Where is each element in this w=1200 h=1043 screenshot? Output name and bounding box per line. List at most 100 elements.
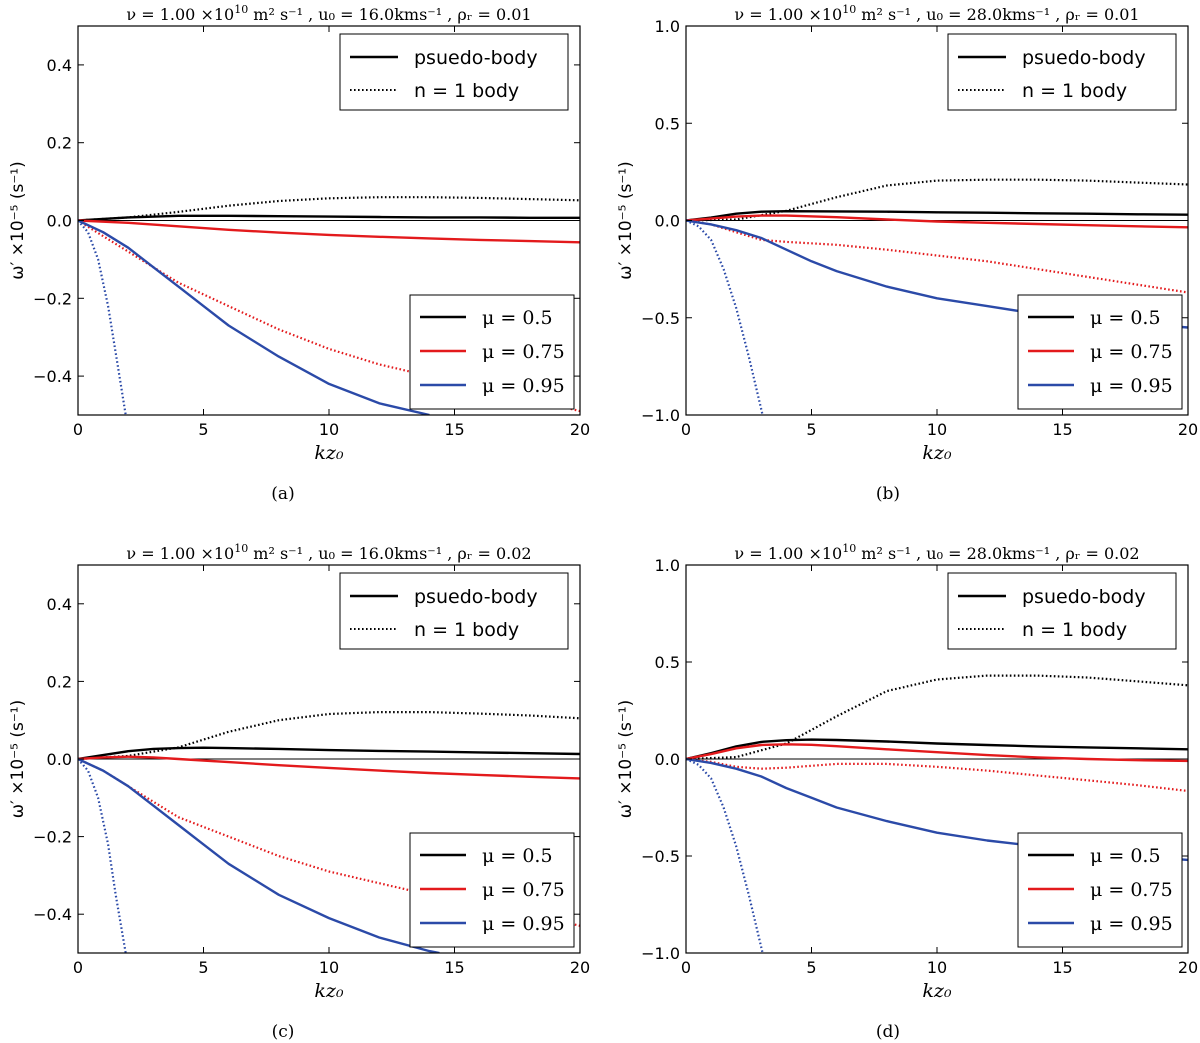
style-legend-box	[339, 33, 569, 111]
mu-legend-label: μ = 0.95	[482, 913, 565, 935]
x-tick-label: 5	[198, 420, 208, 439]
style-legend-label: n = 1 body	[1022, 80, 1127, 102]
series-line-1	[686, 178, 1188, 222]
y-axis-label: ω′ ×10⁻⁵ (s⁻¹)	[8, 161, 28, 279]
panel-label-a: (a)	[271, 484, 295, 504]
series-line-2	[686, 743, 1188, 763]
y-axis-label: ω′ ×10⁻⁵ (s⁻¹)	[616, 700, 636, 818]
y-tick-label: 0.4	[47, 56, 72, 75]
x-tick-label: 10	[927, 958, 947, 977]
x-tick-label: 0	[681, 420, 691, 439]
y-tick-label: 0.0	[655, 750, 680, 769]
y-tick-label: 0.2	[47, 134, 72, 153]
x-tick-label: 10	[319, 420, 339, 439]
style-legend-box	[947, 33, 1177, 111]
series-line-1	[78, 196, 580, 222]
series-line-0	[686, 738, 1188, 761]
mu-legend-label: μ = 0.75	[1090, 879, 1173, 901]
x-tick-label: 20	[570, 958, 590, 977]
series-group	[78, 711, 580, 953]
style-legend-label: psuedo-body	[414, 586, 538, 608]
x-axis-label: kz₀	[922, 980, 952, 1002]
style-legend-label: psuedo-body	[1022, 586, 1146, 608]
panel-label-b: (b)	[875, 484, 901, 504]
style-legend-label: n = 1 body	[414, 80, 519, 102]
chart-title: ν = 1.00 ×1010 m² s⁻¹ , u₀ = 28.0kms⁻¹ ,…	[734, 3, 1139, 24]
x-tick-label: 10	[319, 958, 339, 977]
x-tick-label: 15	[1052, 420, 1072, 439]
mu-legend-label: μ = 0.5	[1090, 845, 1161, 867]
style-legend-label: n = 1 body	[414, 619, 519, 641]
series-line-1	[686, 674, 1188, 761]
x-axis-label: kz₀	[922, 442, 952, 464]
y-tick-label: 0.2	[47, 672, 72, 691]
mu-legend-label: μ = 0.75	[1090, 341, 1173, 363]
series-line-2	[686, 214, 1188, 229]
series-line-3	[686, 757, 1188, 793]
chart-panel-2: 0 5 10 15 20 −0.4 −0.2 0.0 0.2 0.4 kz₀ ω′ ×10⁻⁵ (s⁻…	[8, 542, 590, 1002]
y-axis-label: ω′ ×10⁻⁵ (s⁻¹)	[616, 161, 636, 279]
x-tick-label: 20	[1178, 958, 1198, 977]
series-line-0	[78, 214, 580, 222]
chart-title: ν = 1.00 ×1010 m² s⁻¹ , u₀ = 16.0kms⁻¹ ,…	[126, 542, 531, 563]
x-tick-label: 10	[927, 420, 947, 439]
series-line-4	[78, 757, 440, 953]
mu-legend-label: μ = 0.75	[482, 341, 565, 363]
y-tick-label: 0.0	[47, 212, 72, 231]
y-tick-label: 0.4	[47, 595, 72, 614]
style-legend-box	[339, 572, 569, 650]
series-line-5	[686, 758, 764, 953]
y-tick-label: −0.4	[33, 905, 72, 924]
series-line-3	[78, 219, 580, 413]
y-tick-label: −0.5	[641, 847, 680, 866]
x-axis-label: kz₀	[314, 980, 344, 1002]
series-line-0	[686, 210, 1188, 222]
mu-legend-label: μ = 0.95	[1090, 913, 1173, 935]
chart-panel-1: 0 5 10 15 20 −1.0 −0.5 0.0 0.5 1.0 kz₀ ω′ ×10⁻⁵ (s⁻…	[616, 3, 1198, 464]
y-tick-label: −0.2	[33, 289, 72, 308]
series-line-1	[78, 711, 580, 761]
x-axis-label: kz₀	[314, 442, 344, 464]
mu-legend-label: μ = 0.95	[482, 375, 565, 397]
x-tick-label: 5	[198, 958, 208, 977]
panel-label-c: (c)	[271, 1022, 295, 1042]
chart-panel-0: 0 5 10 15 20 −0.4 −0.2 0.0 0.2 0.4 kz₀ ω′ ×10⁻⁵ (s⁻…	[8, 3, 590, 464]
chart-panel-3: 0 5 10 15 20 −1.0 −0.5 0.0 0.5 1.0 kz₀ ω′ ×10⁻⁵ (s⁻…	[616, 542, 1198, 1002]
y-tick-label: 1.0	[655, 556, 680, 575]
x-tick-label: 5	[806, 420, 816, 439]
y-tick-label: 1.0	[655, 17, 680, 36]
style-legend-box	[947, 572, 1177, 650]
x-tick-label: 15	[444, 958, 464, 977]
x-tick-label: 20	[570, 420, 590, 439]
mu-legend-label: μ = 0.95	[1090, 375, 1173, 397]
style-legend-label: psuedo-body	[1022, 47, 1146, 69]
series-line-5	[78, 758, 127, 953]
chart-title: ν = 1.00 ×1010 m² s⁻¹ , u₀ = 16.0kms⁻¹ ,…	[126, 3, 531, 24]
series-line-0	[78, 746, 580, 761]
chart-title: ν = 1.00 ×1010 m² s⁻¹ , u₀ = 28.0kms⁻¹ ,…	[734, 542, 1139, 563]
y-tick-label: 0.0	[655, 212, 680, 231]
y-tick-label: 0.0	[47, 750, 72, 769]
series-line-3	[686, 219, 1188, 294]
x-tick-label: 0	[73, 958, 83, 977]
mu-legend-label: μ = 0.75	[482, 879, 565, 901]
panel-label-d: (d)	[875, 1022, 901, 1042]
x-tick-label: 0	[681, 958, 691, 977]
series-line-5	[686, 219, 764, 415]
mu-legend-label: μ = 0.5	[482, 845, 553, 867]
y-tick-label: −0.5	[641, 309, 680, 328]
series-line-5	[78, 219, 127, 415]
y-tick-label: 0.5	[655, 114, 680, 133]
y-tick-label: 0.5	[655, 653, 680, 672]
y-tick-label: −0.4	[33, 367, 72, 386]
x-tick-label: 20	[1178, 420, 1198, 439]
x-tick-label: 15	[1052, 958, 1072, 977]
y-tick-label: −1.0	[641, 406, 680, 425]
y-axis-label: ω′ ×10⁻⁵ (s⁻¹)	[8, 700, 28, 818]
style-legend-label: n = 1 body	[1022, 619, 1127, 641]
mu-legend-label: μ = 0.5	[1090, 307, 1161, 329]
x-tick-label: 15	[444, 420, 464, 439]
series-line-4	[78, 219, 430, 415]
series-line-2	[78, 219, 580, 244]
